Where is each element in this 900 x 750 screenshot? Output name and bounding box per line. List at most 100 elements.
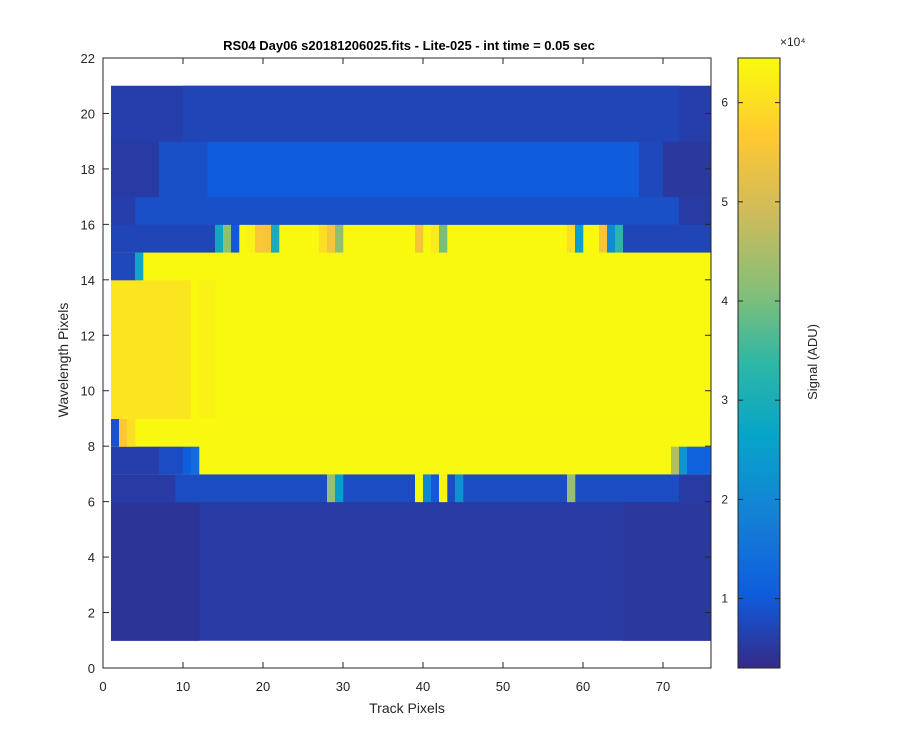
heatmap-cell (439, 473, 448, 503)
y-tick-label: 6 (88, 495, 95, 510)
heatmap-cell (679, 473, 712, 503)
y-tick-label: 4 (88, 550, 95, 565)
x-tick-label: 20 (256, 679, 270, 694)
heatmap-cell (111, 501, 200, 641)
heatmap-cell (615, 224, 624, 253)
heatmap-cell (111, 279, 192, 419)
heatmap-cell (111, 418, 120, 447)
heatmap-cell (599, 224, 608, 253)
colorbar-frame (737, 57, 781, 669)
heatmap-cell (119, 418, 128, 447)
heatmap-cell (335, 473, 344, 503)
heatmap-cell (567, 224, 576, 253)
y-axis-label: Wavelength Pixels (55, 303, 71, 418)
heatmap-cell (215, 224, 224, 253)
heatmap-cell (567, 473, 576, 503)
heatmap-cell (663, 141, 712, 198)
heatmap-cell (247, 224, 256, 253)
colorbar-tick-label: 3 (721, 393, 728, 407)
heatmap-cell (623, 224, 712, 253)
heatmap-row-band (111, 446, 711, 475)
heatmap-cell (111, 446, 160, 475)
x-tick-label: 70 (656, 679, 670, 694)
y-tick-label: 0 (88, 661, 95, 676)
y-tick-label: 14 (81, 273, 95, 288)
heatmap-row-band (111, 252, 711, 281)
heatmap-cell (431, 473, 440, 503)
heatmap-cell (111, 141, 160, 198)
heatmap-row-band (111, 473, 711, 503)
heatmap-cells (111, 85, 712, 641)
colorbar-tick-label: 4 (721, 294, 728, 308)
heatmap-cell (263, 224, 272, 253)
colorbar-tick-label: 6 (721, 96, 728, 110)
heatmap-cell (319, 224, 328, 253)
heatmap-cell (231, 224, 240, 253)
heatmap-cell (335, 224, 344, 253)
y-tick-label: 18 (81, 162, 95, 177)
heatmap-cell (223, 224, 232, 253)
heatmap-cell (431, 224, 440, 253)
heatmap-cell (159, 141, 208, 198)
heatmap-cell (159, 446, 184, 475)
x-tick-label: 50 (496, 679, 510, 694)
heatmap-cell (111, 224, 216, 253)
x-axis-label: Track Pixels (369, 700, 445, 716)
heatmap-cell (671, 446, 680, 475)
heatmap-cell (111, 196, 136, 225)
plot-area: 0 10 20 30 40 50 60 70 0 2 4 6 8 10 12 14 16 18 20 22 (81, 51, 712, 694)
heatmap-row-band (111, 141, 711, 198)
heatmap-cell (135, 252, 144, 281)
y-axis-ticks: 0 2 4 6 8 10 12 14 16 18 20 22 (81, 51, 711, 676)
x-tick-label: 40 (416, 679, 430, 694)
heatmap-cell (183, 85, 680, 142)
y-tick-label: 12 (81, 328, 95, 343)
y-tick-label: 16 (81, 217, 95, 232)
colorbar-tick-label: 5 (721, 195, 728, 209)
heatmap-cell (271, 224, 280, 253)
heatmap-cell (255, 224, 264, 253)
heatmap-cell (415, 473, 424, 503)
heatmap-cell (575, 224, 584, 253)
heatmap-row-band (111, 418, 711, 447)
x-tick-label: 10 (176, 679, 190, 694)
colorbar-exponent: ×10⁴ (780, 35, 806, 49)
colorbar: 1 2 3 4 5 6 ×10⁴ Signal (ADU) (721, 35, 820, 669)
heatmap-cell (455, 473, 464, 503)
x-tick-label: 30 (336, 679, 350, 694)
colorbar-ticks: 1 2 3 4 5 6 (721, 96, 780, 606)
heatmap-cell (327, 224, 336, 253)
heatmap-cell (191, 446, 200, 475)
heatmap-cell (639, 141, 664, 198)
heatmap-cell (183, 446, 192, 475)
heatmap-row-band (111, 501, 711, 641)
heatmap-cell (687, 446, 712, 475)
colorbar-tick-label: 1 (721, 592, 728, 606)
colorbar-tick-label: 2 (721, 492, 728, 506)
heatmap-cell (679, 196, 712, 225)
x-axis-ticks: 0 10 20 30 40 50 60 70 (99, 58, 670, 694)
colorbar-label: Signal (ADU) (805, 324, 820, 400)
y-tick-label: 8 (88, 439, 95, 454)
plot-frame (102, 57, 712, 669)
x-tick-label: 0 (99, 679, 106, 694)
heatmap-cell (607, 224, 616, 253)
y-tick-label: 22 (81, 51, 95, 66)
heatmap-cell (127, 418, 136, 447)
heatmap-cell (439, 224, 448, 253)
heatmap-cell (423, 473, 432, 503)
heatmap-cell (623, 501, 712, 641)
x-tick-label: 60 (576, 679, 590, 694)
y-tick-label: 20 (81, 106, 95, 121)
heatmap-cell (415, 224, 424, 253)
heatmap-cell (327, 473, 336, 503)
colorbar-gradient (738, 58, 780, 668)
heatmap-cell (199, 279, 216, 419)
y-tick-label: 10 (81, 384, 95, 399)
chart-title: RS04 Day06 s20181206025.fits - Lite-025 … (223, 38, 595, 53)
heatmap-cell (111, 252, 136, 281)
heatmap-cell (679, 446, 688, 475)
y-tick-label: 2 (88, 606, 95, 621)
heatmap-row-band (111, 196, 711, 225)
